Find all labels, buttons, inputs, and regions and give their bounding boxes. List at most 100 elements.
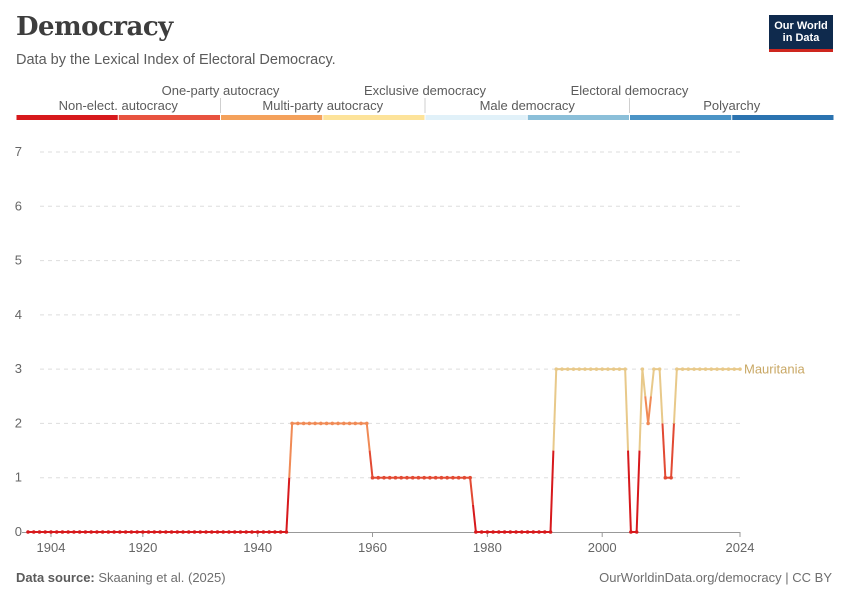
legend-label: One-party autocracy <box>162 83 280 98</box>
data-point <box>296 421 300 426</box>
data-point <box>313 421 317 426</box>
x-tick-label: 2024 <box>726 540 755 555</box>
data-point <box>364 421 369 426</box>
data-point <box>491 530 495 534</box>
data-point <box>83 530 88 534</box>
data-point <box>146 530 151 534</box>
data-point <box>623 367 627 371</box>
series-segment <box>661 423 667 478</box>
data-point <box>324 421 329 426</box>
data-point <box>261 530 266 534</box>
series-segment <box>641 369 647 397</box>
data-point <box>571 367 576 371</box>
data-point <box>89 530 93 534</box>
footer-url[interactable]: OurWorldinData.org/democracy | CC BY <box>599 570 832 585</box>
data-point <box>26 530 30 534</box>
logo-line-2: in Data <box>782 32 820 44</box>
data-point <box>215 530 220 534</box>
series-segment <box>658 369 664 424</box>
data-point <box>49 530 53 534</box>
data-point <box>342 421 346 426</box>
data-point <box>330 421 335 426</box>
data-point <box>72 530 76 534</box>
data-point <box>416 475 421 480</box>
data-point <box>479 530 484 534</box>
data-point <box>646 421 650 426</box>
data-point <box>468 475 472 480</box>
data-point <box>577 367 582 371</box>
data-point <box>428 475 432 480</box>
data-point <box>135 530 139 534</box>
legend-swatch <box>323 115 425 120</box>
data-point <box>588 367 593 371</box>
x-tick-label: 1940 <box>243 540 272 555</box>
data-point <box>77 530 82 534</box>
data-point <box>474 530 478 534</box>
legend-label: Electoral democracy <box>571 83 689 98</box>
data-point <box>290 421 294 426</box>
legend-swatch <box>118 115 220 120</box>
data-point <box>273 530 277 534</box>
series-segment <box>552 369 558 451</box>
data-point <box>497 530 501 534</box>
legend-label: Exclusive democracy <box>364 83 487 98</box>
data-point <box>410 475 415 480</box>
data-point <box>617 367 622 371</box>
data-point <box>204 530 208 534</box>
data-point <box>652 367 656 371</box>
data-point <box>255 530 260 534</box>
data-point <box>669 475 673 480</box>
data-point <box>244 530 248 534</box>
data-source-text[interactable]: Skaaning et al. (2025) <box>98 570 226 585</box>
data-point <box>307 421 312 426</box>
series-segment <box>624 369 630 451</box>
series-segment <box>368 450 374 478</box>
x-tick-label: 1904 <box>37 540 66 555</box>
data-point <box>175 530 180 534</box>
data-point <box>456 475 461 480</box>
data-point <box>31 530 36 534</box>
data-point <box>451 475 455 480</box>
data-point <box>123 530 128 534</box>
x-tick-label: 1920 <box>128 540 157 555</box>
y-tick-label: 3 <box>15 361 22 376</box>
series-segment <box>647 396 652 424</box>
series-segment <box>672 369 678 424</box>
data-point <box>192 530 197 534</box>
data-point <box>319 421 323 426</box>
data-point <box>738 367 742 371</box>
data-point <box>531 530 536 534</box>
data-point <box>698 367 702 371</box>
series-segment <box>627 450 632 533</box>
series-segment <box>635 450 641 533</box>
data-point <box>422 475 426 480</box>
data-point <box>129 530 134 534</box>
chart-subtitle: Data by the Lexical Index of Electoral D… <box>16 52 336 68</box>
data-point <box>164 530 168 534</box>
legend-label: Polyarchy <box>703 98 761 113</box>
data-point <box>405 475 409 480</box>
data-point <box>548 530 553 534</box>
series-label: Mauritania <box>744 362 805 377</box>
legend-swatch <box>16 115 118 120</box>
legend-swatch <box>425 115 527 120</box>
owid-logo[interactable]: Our World in Data <box>769 15 833 52</box>
chart-title: Democracy <box>16 12 173 42</box>
series-segment <box>472 504 477 533</box>
data-point <box>485 530 490 534</box>
data-point <box>118 530 122 534</box>
data-point <box>715 367 719 371</box>
data-point <box>594 367 599 371</box>
data-point <box>106 530 111 534</box>
data-point <box>393 475 398 480</box>
data-point <box>227 530 231 534</box>
data-point <box>399 475 404 480</box>
data-point <box>709 367 714 371</box>
data-point <box>112 530 116 534</box>
data-point <box>95 530 99 534</box>
data-point <box>663 475 668 480</box>
legend-label: Non-elect. autocracy <box>59 98 179 113</box>
data-point <box>686 367 691 371</box>
data-point <box>232 530 237 534</box>
